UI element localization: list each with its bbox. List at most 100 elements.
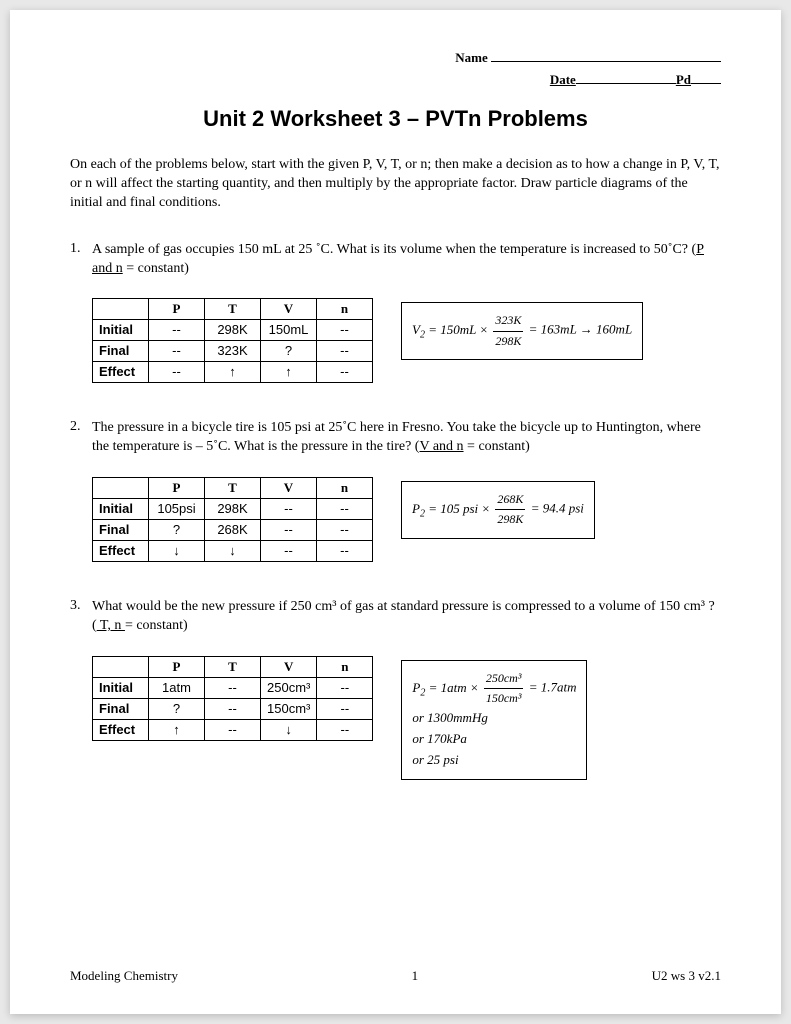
problem-3: 3.What would be the new pressure if 250 … [70, 598, 721, 780]
problem-2: 2.The pressure in a bicycle tire is 105 … [70, 419, 721, 562]
equation-box: P2 = 1atm × 250cm³150cm³ = 1.7atmor 1300… [401, 660, 587, 780]
table-cell: Effect [93, 541, 149, 562]
question-number: 2. [70, 419, 92, 457]
table-cell: 323K [205, 341, 261, 362]
table-cell: -- [149, 320, 205, 341]
problem-1: 1.A sample of gas occupies 150 mL at 25 … [70, 241, 721, 384]
table-cell: -- [205, 678, 261, 699]
table-header: n [317, 478, 373, 499]
ptvn-table: PTVnInitial105psi298K----Final?268K----E… [92, 477, 373, 562]
table-row: Initial1atm--250cm³-- [93, 678, 373, 699]
table-cell: -- [317, 720, 373, 741]
table-cell: -- [261, 499, 317, 520]
table-row: Final?268K---- [93, 520, 373, 541]
header-block: Name Date Pd [70, 50, 721, 88]
table-header [93, 657, 149, 678]
table-row: Effect↓↓---- [93, 541, 373, 562]
name-line: Name [70, 50, 721, 66]
question-text: A sample of gas occupies 150 mL at 25 ˚C… [92, 241, 721, 279]
table-cell: ? [261, 341, 317, 362]
table-cell: -- [317, 341, 373, 362]
question-text: The pressure in a bicycle tire is 105 ps… [92, 419, 721, 457]
footer-right: U2 ws 3 v2.1 [652, 968, 721, 984]
table-cell: Final [93, 341, 149, 362]
table-cell: ↓ [149, 541, 205, 562]
constant-underline: V and n [419, 439, 463, 454]
table-header: T [205, 478, 261, 499]
table-cell: 250cm³ [261, 678, 317, 699]
table-cell: 1atm [149, 678, 205, 699]
table-cell: -- [317, 699, 373, 720]
table-cell: -- [261, 520, 317, 541]
table-cell: Initial [93, 320, 149, 341]
date-pd-line: Date Pd [70, 72, 721, 88]
table-cell: ↑ [205, 362, 261, 383]
table-cell: Initial [93, 678, 149, 699]
equation-box: V2 = 150mL × 323K298K = 163mL → 160mL [401, 302, 643, 359]
table-cell: 268K [205, 520, 261, 541]
answer-row: PTVnInitial--298K150mL--Final--323K?--Ef… [92, 298, 721, 383]
table-row: Initial--298K150mL-- [93, 320, 373, 341]
question-row: 1.A sample of gas occupies 150 mL at 25 … [70, 241, 721, 279]
table-row: Effect↑--↓-- [93, 720, 373, 741]
pd-label: Pd [676, 72, 691, 87]
footer-left: Modeling Chemistry [70, 968, 178, 984]
table-cell: -- [205, 720, 261, 741]
table-header: T [205, 299, 261, 320]
date-label: Date [550, 72, 576, 87]
table-header: V [261, 478, 317, 499]
table-cell: Final [93, 699, 149, 720]
table-cell: -- [317, 499, 373, 520]
question-text: What would be the new pressure if 250 cm… [92, 598, 721, 636]
footer: Modeling Chemistry 1 U2 ws 3 v2.1 [70, 968, 721, 984]
table-cell: ? [149, 520, 205, 541]
worksheet-page: Name Date Pd Unit 2 Worksheet 3 – PVTn Pr… [10, 10, 781, 1014]
table-cell: -- [317, 362, 373, 383]
table-header: V [261, 299, 317, 320]
question-row: 3.What would be the new pressure if 250 … [70, 598, 721, 636]
table-header: n [317, 299, 373, 320]
table-cell: 150mL [261, 320, 317, 341]
table-cell: -- [317, 541, 373, 562]
pd-blank[interactable] [691, 83, 721, 84]
table-cell: Initial [93, 499, 149, 520]
table-cell: ? [149, 699, 205, 720]
table-cell: ↓ [261, 720, 317, 741]
table-cell: -- [317, 320, 373, 341]
table-cell: -- [317, 520, 373, 541]
table-cell: Effect [93, 362, 149, 383]
ptvn-table: PTVnInitial1atm--250cm³--Final?--150cm³-… [92, 656, 373, 741]
question-row: 2.The pressure in a bicycle tire is 105 … [70, 419, 721, 457]
question-number: 1. [70, 241, 92, 279]
table-cell: -- [149, 341, 205, 362]
page-title: Unit 2 Worksheet 3 – PVTn Problems [70, 106, 721, 132]
table-cell: 105psi [149, 499, 205, 520]
intro-text: On each of the problems below, start wit… [70, 156, 721, 213]
answer-row: PTVnInitial1atm--250cm³--Final?--150cm³-… [92, 656, 721, 780]
table-cell: ↑ [149, 720, 205, 741]
table-cell: 150cm³ [261, 699, 317, 720]
table-cell: ↓ [205, 541, 261, 562]
question-number: 3. [70, 598, 92, 636]
table-header: V [261, 657, 317, 678]
footer-center: 1 [412, 968, 419, 984]
table-cell: -- [149, 362, 205, 383]
answer-row: PTVnInitial105psi298K----Final?268K----E… [92, 477, 721, 562]
table-cell: -- [205, 699, 261, 720]
table-row: Final?--150cm³-- [93, 699, 373, 720]
table-cell: Effect [93, 720, 149, 741]
table-cell: -- [317, 678, 373, 699]
problems-container: 1.A sample of gas occupies 150 mL at 25 … [70, 241, 721, 780]
ptvn-table: PTVnInitial--298K150mL--Final--323K?--Ef… [92, 298, 373, 383]
table-cell: 298K [205, 499, 261, 520]
table-row: Effect--↑↑-- [93, 362, 373, 383]
name-blank[interactable] [491, 61, 721, 62]
table-header [93, 299, 149, 320]
table-row: Final--323K?-- [93, 341, 373, 362]
table-header [93, 478, 149, 499]
date-blank[interactable] [576, 83, 676, 84]
table-cell: 298K [205, 320, 261, 341]
table-cell: Final [93, 520, 149, 541]
constant-underline: T, n [97, 618, 125, 633]
table-header: P [149, 478, 205, 499]
